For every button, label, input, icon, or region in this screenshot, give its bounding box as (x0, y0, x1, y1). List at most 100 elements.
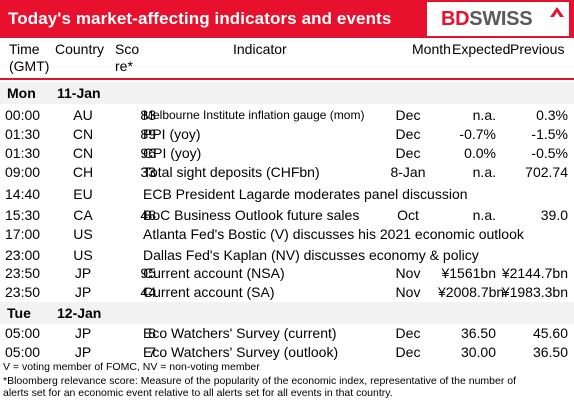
cell-indicator: Eco Watchers' Survey (current) (143, 325, 337, 341)
cell-country: CN (72, 126, 94, 142)
day-name: Mon (7, 85, 36, 101)
column-header-month: Month (412, 41, 451, 57)
table-row: 01:30 CN 89 PPI (yoy) Dec -0.7% -1.5% (0, 125, 574, 144)
column-header-score: Sco re* (115, 41, 139, 75)
cell-indicator: Total sight deposits (CHFbn) (143, 164, 320, 180)
bdswiss-logo: BDSWISS (427, 2, 569, 36)
cell-expected: n.a. (472, 107, 496, 123)
table-row: 15:30 CA 48 BoC Business Outlook future … (0, 206, 574, 225)
cell-expected: -0.7% (459, 126, 496, 142)
cell-time: 15:30 (5, 207, 41, 223)
day-date: 11-Jan (57, 85, 101, 101)
cell-expected: n.a. (472, 207, 496, 223)
day-row: Tue 12-Jan (0, 302, 574, 324)
cell-previous: -0.5% (531, 145, 568, 161)
table-row: 14:40 EU ECB President Lagarde moderates… (0, 185, 574, 204)
cell-month: Dec (395, 145, 421, 161)
cell-month: Nov (395, 284, 421, 300)
cell-expected: 36.50 (460, 325, 496, 341)
cell-month: Nov (395, 265, 421, 281)
footnote-score-line1: *Bloomberg relevance score: Measure of t… (3, 375, 517, 387)
cell-expected: ¥1561bn (441, 265, 496, 281)
cell-month: 8-Jan (390, 164, 426, 180)
cell-month: Oct (397, 207, 419, 223)
cell-indicator: Melbourne Institute inflation gauge (mom… (143, 108, 365, 122)
cell-country: US (73, 247, 93, 263)
logo-chevron-icon (550, 7, 564, 17)
cell-time: 23:00 (5, 247, 41, 263)
cell-month: Dec (395, 107, 421, 123)
cell-month: Dec (395, 325, 421, 341)
cell-previous: ¥2144.7bn (501, 265, 568, 281)
cell-country: JP (74, 325, 92, 341)
cell-time: 00:00 (5, 107, 41, 123)
column-header-indicator: Indicator (233, 41, 287, 57)
cell-score: 48 (140, 207, 156, 223)
cell-country: CA (73, 207, 93, 223)
cell-previous: ¥1983.3bn (501, 284, 568, 300)
footnote-score-line2: alerts set for an economic event relativ… (3, 387, 393, 399)
cell-month: Dec (395, 344, 421, 360)
cell-time: 17:00 (5, 226, 41, 242)
score-header-line2: re* (115, 58, 133, 74)
cell-time: 14:40 (5, 186, 41, 202)
cell-time: 23:50 (5, 284, 41, 300)
table-row: 17:00 US Atlanta Fed's Bostic (V) discus… (0, 225, 574, 244)
column-header-previous: Previous (510, 41, 565, 57)
column-header-time: Time (GMT) (9, 41, 49, 75)
header-divider (0, 78, 574, 80)
cell-month: Dec (395, 126, 421, 142)
cell-indicator: Atlanta Fed's Bostic (V) discusses his 2… (143, 226, 524, 242)
cell-score: 7 (148, 344, 156, 360)
cell-score: 95 (140, 265, 156, 281)
cell-indicator: Eco Watchers' Survey (outlook) (143, 344, 339, 360)
cell-expected: 30.00 (460, 344, 496, 360)
table-row: 23:50 JP 95 Current account (NSA) Nov ¥1… (0, 264, 574, 283)
time-header-line1: Time (9, 41, 40, 57)
cell-country: JP (74, 284, 92, 300)
cell-indicator: Dallas Fed's Kaplan (NV) discusses econo… (143, 247, 479, 263)
cell-time: 05:00 (5, 325, 41, 341)
cell-time: 01:30 (5, 145, 41, 161)
day-date: 12-Jan (57, 305, 102, 321)
column-header-country: Country (55, 41, 105, 57)
cell-country: US (73, 226, 93, 242)
cell-previous: 39.0 (540, 207, 568, 223)
cell-indicator: Current account (NSA) (143, 265, 285, 281)
day-name: Tue (7, 305, 31, 321)
time-header-line2: (GMT) (9, 58, 50, 74)
cell-score: 89 (140, 126, 156, 142)
table-row: 09:00 CH 33 Total sight deposits (CHFbn)… (0, 163, 574, 182)
cell-time: 05:00 (5, 344, 41, 360)
cell-country: EU (73, 186, 93, 202)
cell-indicator: CPI (yoy) (143, 145, 202, 161)
cell-country: JP (74, 265, 92, 281)
cell-previous: 702.74 (525, 164, 568, 180)
cell-country: CN (72, 145, 94, 161)
page-title: Today's market-affecting indicators and … (8, 9, 392, 28)
cell-previous: -1.5% (531, 126, 568, 142)
score-header-line1: Sco (115, 41, 140, 57)
logo-text: BDSWISS (441, 8, 533, 31)
cell-previous: 0.3% (536, 107, 568, 123)
cell-previous: 36.50 (532, 344, 568, 360)
logo-bd: BD (441, 8, 470, 30)
table-row: 05:00 JP 7 Eco Watchers' Survey (outlook… (0, 343, 574, 362)
cell-time: 23:50 (5, 265, 41, 281)
table-row: 23:00 US Dallas Fed's Kaplan (NV) discus… (0, 246, 574, 265)
cell-score: 33 (140, 164, 156, 180)
logo-swiss: SWISS (469, 8, 533, 30)
cell-indicator: Current account (SA) (143, 284, 275, 300)
cell-score: 83 (140, 107, 156, 123)
cell-score: 8 (148, 325, 156, 341)
column-header-expected: Expected (452, 41, 511, 57)
cell-indicator: PPI (yoy) (143, 126, 201, 142)
cell-previous: 45.60 (532, 325, 568, 341)
cell-expected: n.a. (472, 164, 496, 180)
cell-country: CH (72, 164, 94, 180)
table-row: 00:00 AU 83 Melbourne Institute inflatio… (0, 106, 574, 125)
day-row: Mon 11-Jan (0, 82, 574, 104)
cell-expected: 0.0% (464, 145, 496, 161)
table-row: 01:30 CN 96 CPI (yoy) Dec 0.0% -0.5% (0, 144, 574, 163)
cell-score: 44 (140, 284, 156, 300)
